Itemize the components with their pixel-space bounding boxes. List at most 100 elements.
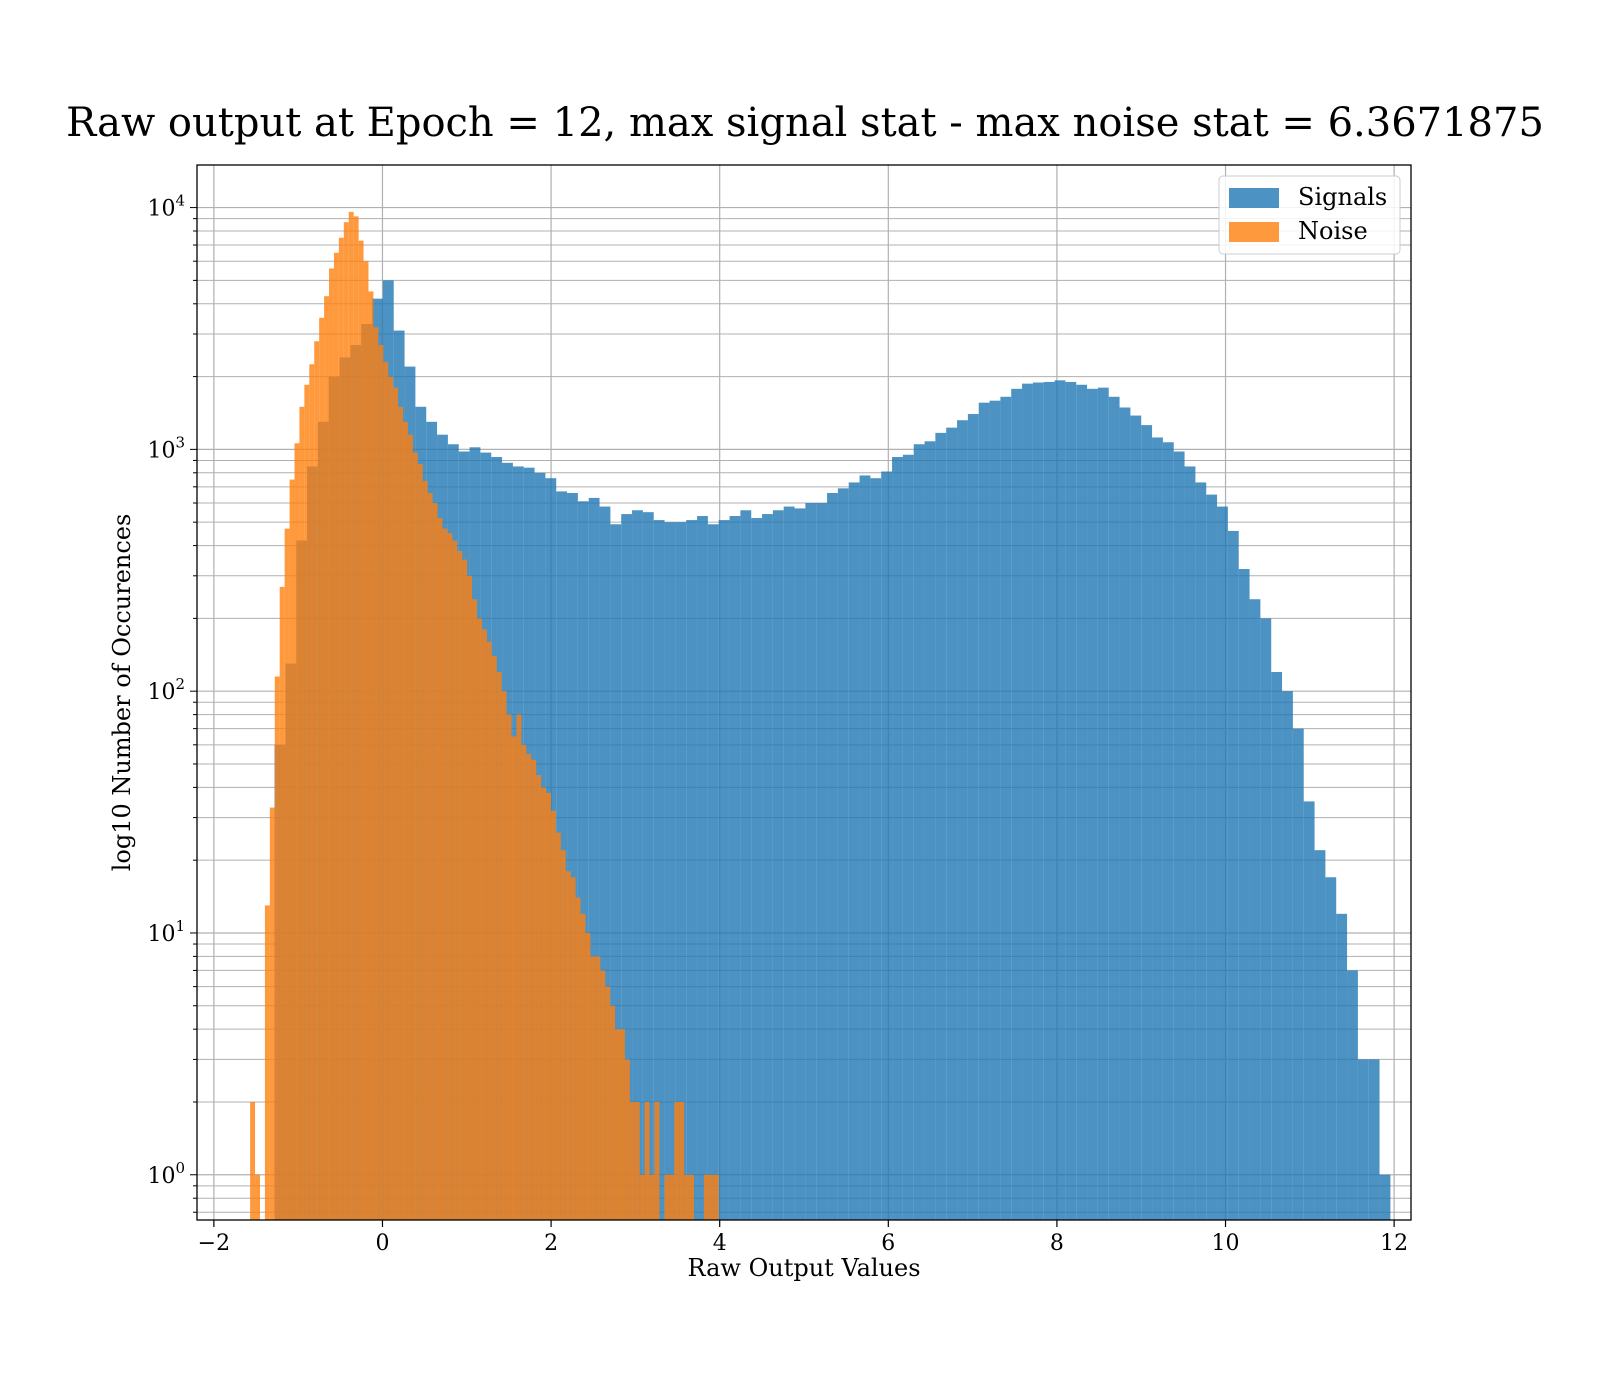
bar <box>946 427 958 1220</box>
legend-label-noise: Noise <box>1298 217 1368 245</box>
bar <box>403 421 408 1220</box>
bar <box>1065 381 1077 1220</box>
bar <box>718 520 730 1220</box>
legend: Signals Noise <box>1218 175 1401 255</box>
bar <box>580 913 586 1220</box>
bar <box>486 641 492 1220</box>
histogram-bars <box>250 211 1391 1221</box>
bar <box>707 524 719 1220</box>
x-tick-label: 0 <box>375 1231 389 1256</box>
bar <box>783 506 795 1220</box>
bar <box>629 1101 635 1220</box>
bar <box>713 1174 719 1220</box>
bar <box>585 932 591 1220</box>
bar <box>644 1101 650 1220</box>
bar <box>1292 728 1304 1220</box>
bar <box>575 897 581 1220</box>
bar <box>447 533 453 1220</box>
bar <box>476 618 482 1220</box>
bar <box>675 522 687 1220</box>
legend-label-signals: Signals <box>1298 183 1387 211</box>
bar <box>620 1029 625 1220</box>
bar <box>309 364 315 1221</box>
bar <box>393 387 399 1220</box>
bar <box>255 1174 260 1220</box>
bar <box>1032 382 1044 1221</box>
bar <box>669 1174 675 1220</box>
bar <box>740 510 752 1221</box>
bar <box>870 478 882 1221</box>
bar <box>274 676 280 1220</box>
bar <box>546 792 551 1220</box>
bar <box>924 441 936 1220</box>
bar <box>1217 506 1228 1220</box>
x-tick-label: 10 <box>1212 1231 1240 1256</box>
bar <box>383 361 389 1220</box>
bar <box>837 488 849 1221</box>
bar <box>1119 407 1131 1220</box>
bar <box>1238 569 1250 1220</box>
x-tick-label: −2 <box>198 1231 230 1256</box>
bar <box>437 518 443 1220</box>
bar <box>590 956 596 1220</box>
bar <box>284 528 290 1220</box>
bar <box>250 1101 256 1220</box>
bar <box>289 479 295 1220</box>
bar <box>338 237 344 1221</box>
bar <box>467 575 473 1220</box>
bar <box>639 1174 645 1220</box>
bar <box>1130 415 1142 1220</box>
bar <box>600 970 606 1220</box>
bar <box>794 508 806 1221</box>
bar <box>595 956 601 1220</box>
bar <box>264 905 270 1220</box>
bar <box>353 216 359 1220</box>
bar <box>432 503 438 1221</box>
bar <box>1368 1059 1380 1220</box>
bar <box>729 516 741 1220</box>
bar <box>1043 381 1055 1220</box>
y-tick-label: 100 <box>147 1159 185 1189</box>
bar <box>1314 850 1326 1220</box>
bar <box>1141 425 1153 1220</box>
x-axis-label: Raw Output Values <box>687 1254 920 1282</box>
bar <box>892 456 903 1221</box>
bar <box>621 514 633 1220</box>
bar <box>422 480 428 1220</box>
bar <box>457 550 463 1220</box>
bar <box>989 400 1001 1220</box>
bar <box>881 471 893 1220</box>
bar <box>1152 437 1163 1220</box>
bar <box>632 510 643 1221</box>
bar <box>373 327 379 1220</box>
bar <box>541 787 547 1220</box>
bar <box>462 559 468 1220</box>
bar <box>560 850 566 1220</box>
bar <box>417 463 423 1221</box>
bar <box>805 503 817 1221</box>
bar <box>363 261 369 1220</box>
bar <box>398 406 404 1220</box>
bar <box>1347 970 1358 1220</box>
bar <box>1054 380 1066 1220</box>
bar <box>935 432 947 1221</box>
bar <box>610 524 622 1220</box>
bar <box>708 1174 714 1220</box>
bar <box>703 1174 709 1220</box>
bar <box>827 493 838 1220</box>
bar <box>1271 672 1283 1220</box>
bar <box>654 1101 660 1220</box>
bar <box>588 497 600 1220</box>
bar <box>279 586 285 1220</box>
bar <box>684 1174 690 1220</box>
bar <box>686 520 698 1220</box>
plot-area-frame <box>196 164 1412 1221</box>
legend-swatch-signals <box>1229 188 1279 208</box>
bar <box>1227 530 1239 1220</box>
bar <box>1173 451 1185 1220</box>
bar <box>506 714 512 1220</box>
bar <box>314 341 320 1221</box>
bar <box>324 296 330 1220</box>
bar <box>634 1101 640 1220</box>
bar <box>624 1059 630 1220</box>
